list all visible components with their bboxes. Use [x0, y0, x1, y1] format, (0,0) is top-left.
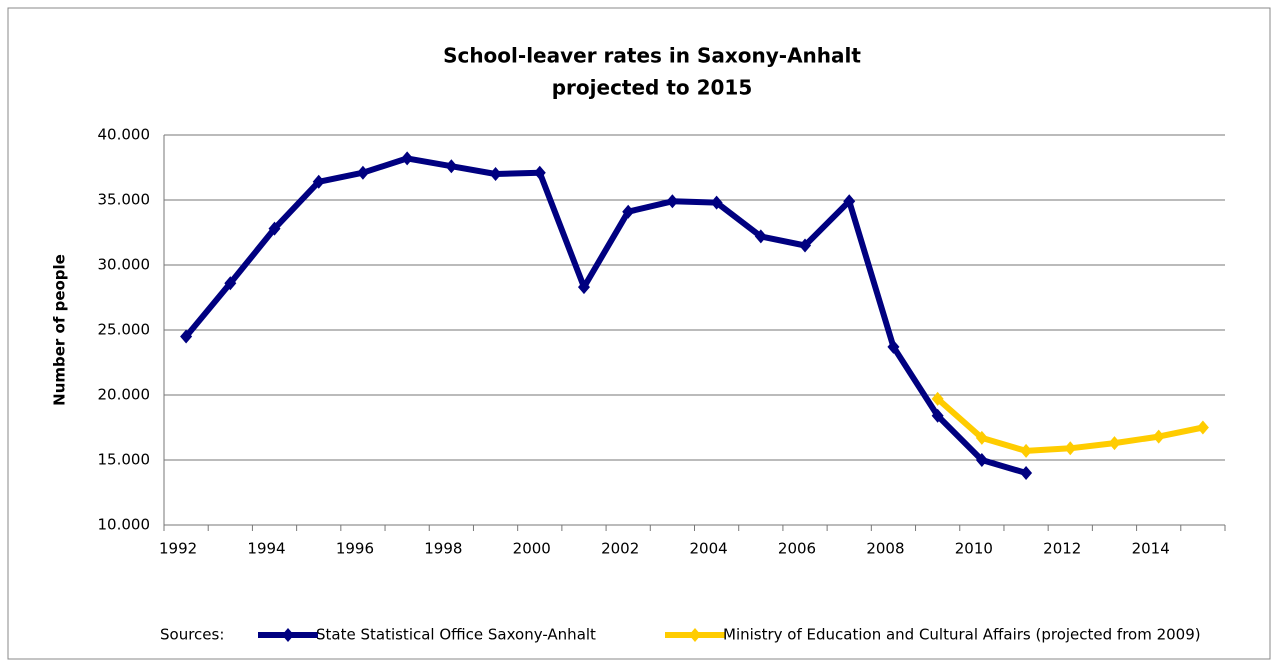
point-marker	[887, 339, 900, 354]
x-tick-label: 1996	[336, 540, 374, 558]
point-marker	[1020, 466, 1033, 480]
x-tick-label: 1998	[424, 540, 462, 558]
point-marker	[843, 194, 856, 209]
point-marker	[224, 276, 237, 291]
point-marker	[1196, 420, 1209, 435]
point-marker	[622, 204, 635, 219]
point-marker	[931, 408, 944, 423]
y-tick-label: 10.000	[98, 516, 151, 534]
x-tick-label: 2014	[1132, 540, 1170, 558]
point-marker	[1064, 441, 1077, 456]
point-marker	[754, 229, 767, 244]
x-tick-label: 1992	[159, 540, 197, 558]
point-marker	[931, 391, 944, 406]
series-line	[183, 155, 1027, 476]
point-marker	[710, 195, 723, 210]
point-marker	[666, 194, 679, 209]
point-marker	[489, 167, 502, 181]
chart-title: School-leaver rates in Saxony-Anhalt	[443, 44, 861, 68]
x-tick-label: 2002	[601, 540, 639, 558]
point-marker	[799, 238, 812, 253]
point-marker	[312, 174, 325, 189]
point-marker	[577, 280, 590, 295]
point-marker	[180, 329, 193, 344]
legend-marker	[689, 628, 701, 642]
x-tick-label: 2000	[513, 540, 551, 558]
point-marker	[1152, 429, 1165, 444]
point-marker	[445, 159, 458, 174]
legend-label: State Statistical Office Saxony-Anhalt	[316, 626, 596, 644]
legend-marker	[282, 628, 294, 642]
x-tick-label: 2012	[1043, 540, 1081, 558]
chart-title: projected to 2015	[552, 76, 753, 100]
y-tick-label: 25.000	[98, 321, 151, 339]
point-marker	[533, 165, 546, 180]
x-tick-label: 1994	[247, 540, 285, 558]
point-marker	[975, 453, 988, 467]
point-marker	[356, 165, 369, 180]
point-marker	[1020, 443, 1033, 458]
y-tick-label: 15.000	[98, 451, 151, 469]
legend-title: Sources:	[160, 626, 224, 644]
point-marker	[1108, 436, 1121, 451]
y-tick-label: 20.000	[98, 386, 151, 404]
point-marker	[975, 430, 988, 445]
x-tick-label: 2008	[866, 540, 904, 558]
chart-border	[7, 7, 1271, 660]
y-tick-label: 30.000	[98, 256, 151, 274]
y-tick-label: 40.000	[98, 126, 151, 144]
x-tick-label: 2004	[690, 540, 728, 558]
y-axis-label: Number of people	[51, 254, 69, 406]
x-tick-label: 2010	[955, 540, 993, 558]
point-marker	[268, 221, 281, 236]
y-tick-label: 35.000	[98, 191, 151, 209]
point-marker	[401, 151, 414, 166]
legend-label: Ministry of Education and Cultural Affai…	[723, 626, 1201, 644]
x-tick-label: 2006	[778, 540, 816, 558]
